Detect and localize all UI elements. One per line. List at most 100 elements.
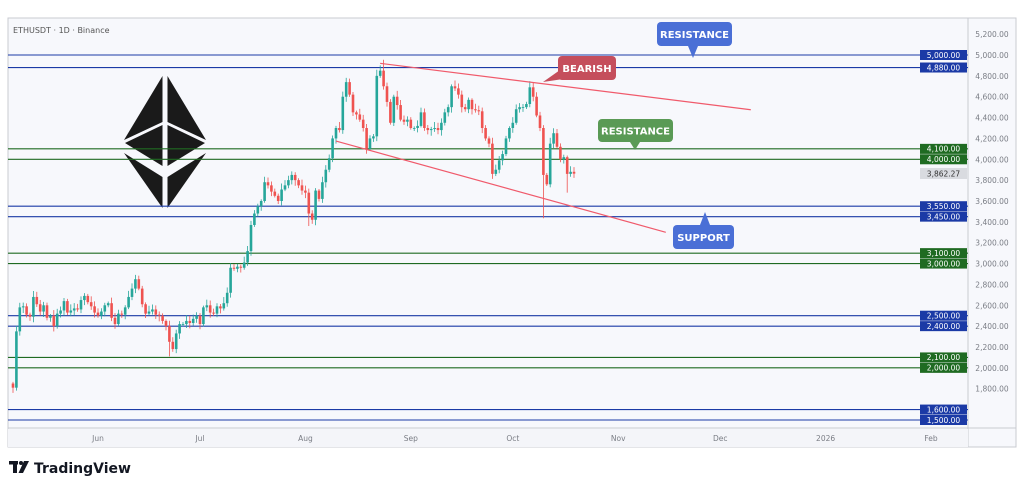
candle [361,114,365,132]
candle [572,167,576,178]
callout-text: SUPPORT [677,233,730,244]
trendline [380,62,751,111]
candle-body [416,125,419,129]
candle-body [372,136,375,139]
level-label-bg [920,154,967,165]
candle [412,126,416,132]
candle [453,80,457,91]
candle-body [219,306,222,309]
candle [406,116,409,127]
level-label-bg [920,352,967,363]
level-label-text: 3,550.00 [927,202,961,211]
candle-body [208,305,212,313]
candle-body [246,251,249,263]
candle-body [518,107,521,110]
time-axis[interactable] [8,429,968,447]
candle [225,287,229,307]
candle-body [406,119,409,122]
candle [355,110,358,120]
time-tick-label: Feb [924,434,938,443]
candle-body [11,383,15,388]
candle [497,156,501,174]
candle [96,308,100,318]
candle-body [86,295,90,303]
price-tick-label: 2,000.00 [975,364,1009,373]
level-label-text: 5,000.00 [927,51,961,60]
candle [487,136,491,148]
candle [28,312,32,321]
candle-body [181,324,185,325]
candle-body [191,318,195,324]
candle [188,315,192,329]
candle-body [144,304,147,314]
callout-bearish: BEARISH [543,56,616,82]
candle [494,164,498,177]
candle-body [395,96,399,106]
candle [55,308,59,329]
candle-body [66,301,69,313]
candle [215,303,219,318]
candle [484,125,487,141]
candle [409,117,413,130]
candle-body [514,109,518,123]
level-label-text: 1,500.00 [927,416,961,425]
candle [137,275,141,291]
price-axis[interactable]: 5,200.00 5,000.00 4,800.00 4,600.00 4,400.00… [975,30,1009,394]
candle [555,129,559,149]
candle-body [62,301,66,311]
candle [511,117,515,133]
last-price-text: 3,862.27 [927,170,961,179]
candle [470,98,474,115]
candle-body [327,158,331,170]
candle-body [171,341,175,350]
candle [338,122,341,133]
candle [514,104,518,125]
candle [219,304,222,314]
candle-body [440,122,443,131]
candle-body [52,315,56,327]
candle [86,293,90,305]
candle-body [531,87,535,97]
candle [195,312,198,323]
candle-body [18,307,22,332]
candle-body [382,70,385,87]
candle [212,308,215,316]
candle [62,297,66,316]
level-label-bg [920,310,967,321]
candle-body [552,133,555,144]
candle-body [545,174,549,185]
candle-body [450,86,453,108]
level-label-bg [920,143,967,154]
candle [270,181,273,197]
time-tick-label: Dec [713,434,728,443]
level-label-bg [920,404,967,415]
candle [259,199,263,211]
candle-body [528,87,532,105]
candle [59,306,62,318]
candle [45,302,49,321]
candle-body [69,310,73,313]
candle-body [365,128,368,149]
candle-body [38,304,42,312]
candle-body [287,180,290,186]
candle-body [344,82,348,97]
candle [297,178,300,189]
candle-body [72,308,76,311]
candle-body [117,313,120,325]
candle [416,120,419,133]
candle [208,300,212,318]
candle [72,303,76,316]
candle-body [195,315,198,319]
candle-body [378,70,382,76]
candle-body [331,138,334,159]
candle-body [368,138,372,149]
candle-body [341,96,345,131]
candle [89,296,93,310]
candle-body [113,317,117,325]
candle [130,283,134,301]
candle-body [212,312,215,314]
candle-body [174,333,178,350]
candle [395,90,399,110]
price-tick-label: 2,400.00 [975,322,1009,331]
